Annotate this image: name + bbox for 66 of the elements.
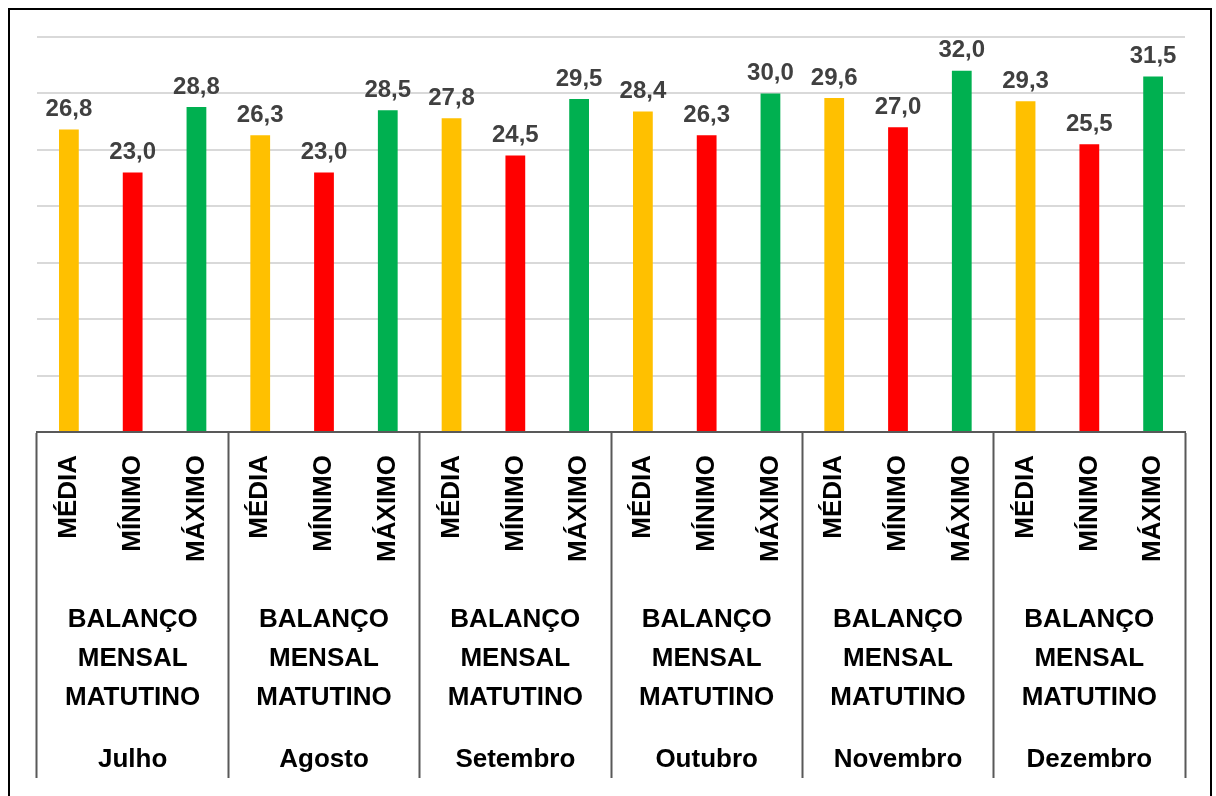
bar	[760, 93, 781, 431]
data-label: 29,5	[555, 63, 603, 91]
bar	[888, 127, 908, 431]
text: MÁXIMO	[370, 455, 401, 562]
text: MÉDIA	[1008, 455, 1039, 539]
text: MÉDIA	[52, 455, 83, 539]
text: MÉDIA	[817, 455, 848, 539]
text: MÁXIMO	[944, 455, 975, 562]
bar	[250, 135, 271, 431]
text: MÉDIA	[243, 454, 274, 539]
text: MÁXIMO	[753, 455, 784, 562]
text: MÍNIMO	[1072, 455, 1103, 552]
data-label: 24,5	[491, 120, 539, 148]
text: MÉDIA	[434, 455, 465, 539]
data-label: 28,4	[619, 76, 667, 104]
text: MÍNIMO	[498, 455, 529, 552]
bar	[1143, 76, 1163, 431]
text: MÉDIA	[626, 455, 657, 539]
text: BALANÇO MENSAL MATUTINO	[1021, 603, 1157, 712]
data-label: 29,6	[810, 62, 858, 90]
bar	[505, 155, 526, 431]
data-label: 23,0	[109, 137, 157, 165]
text: BALANÇO MENSAL MATUTINO	[639, 603, 775, 712]
x-tick-label: Novembro	[833, 742, 963, 773]
data-label: 23,0	[300, 137, 348, 165]
data-label: 32,0	[938, 35, 986, 63]
data-label: 26,3	[683, 99, 731, 127]
bar	[314, 172, 334, 431]
data-label: 27,0	[874, 91, 922, 119]
bar	[824, 97, 845, 431]
text: MÍNIMO	[689, 455, 720, 552]
data-label: 28,8	[173, 71, 220, 99]
text: BALANÇO MENSAL MATUTINO	[256, 603, 392, 712]
text: MÍNIMO	[307, 455, 338, 552]
text: MÍNIMO	[115, 455, 146, 552]
data-label: 27,8	[428, 82, 475, 110]
text: BALANÇO MENSAL MATUTINO	[830, 603, 966, 712]
data-label: 30,0	[747, 58, 794, 86]
data-label: 29,3	[1002, 65, 1049, 93]
bar	[1015, 101, 1036, 431]
text: MÁXIMO	[179, 455, 210, 562]
bar	[569, 99, 589, 431]
x-tick-label: Julho	[97, 742, 168, 773]
data-label: 26,8	[45, 94, 93, 122]
bar	[696, 135, 717, 431]
data-label: 31,5	[1129, 41, 1177, 69]
x-tick-label: Setembro	[455, 742, 576, 773]
bar	[122, 172, 143, 431]
bar	[377, 110, 398, 431]
x-tick-label: Dezembro	[1026, 742, 1153, 773]
x-tick-label: Outubro	[655, 742, 758, 773]
text: MÁXIMO	[562, 455, 593, 562]
bar	[633, 111, 653, 431]
x-tick-label: Agosto	[279, 742, 369, 773]
data-label: 26,3	[236, 99, 284, 127]
x-axis-title: BALANÇO MENSAL MATUTINO	[65, 603, 201, 712]
bar	[186, 106, 207, 431]
bar	[951, 70, 972, 431]
data-label: 25,5	[1065, 108, 1113, 136]
bar	[1079, 144, 1100, 431]
bar	[59, 129, 79, 431]
text: BALANÇO MENSAL MATUTINO	[447, 603, 583, 712]
text: MÍNIMO	[881, 455, 912, 552]
data-label: 28,5	[364, 74, 412, 102]
text: MÁXIMO	[1136, 455, 1167, 562]
bar	[441, 118, 462, 431]
